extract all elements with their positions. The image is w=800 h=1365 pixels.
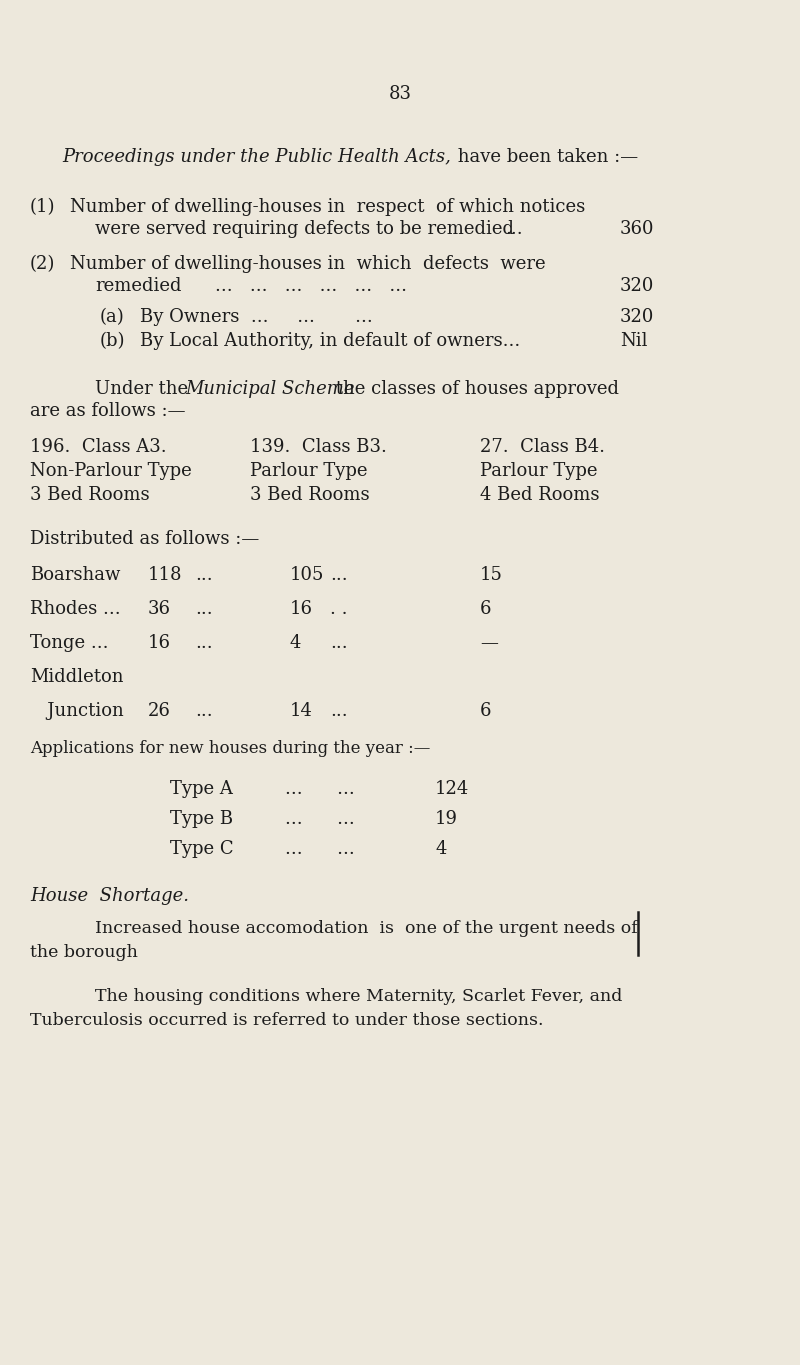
Text: were served requiring defects to be remedied: were served requiring defects to be reme…	[95, 220, 514, 238]
Text: 14: 14	[290, 702, 313, 719]
Text: Type A: Type A	[170, 779, 233, 799]
Text: (1): (1)	[30, 198, 55, 216]
Text: 15: 15	[480, 566, 503, 584]
Text: 3 Bed Rooms: 3 Bed Rooms	[30, 486, 150, 504]
Text: Increased house accomodation  is  one of the urgent needs of: Increased house accomodation is one of t…	[95, 920, 638, 936]
Text: Proceedings under the Public Health Acts,: Proceedings under the Public Health Acts…	[62, 147, 451, 167]
Text: 27.  Class B4.: 27. Class B4.	[480, 438, 605, 456]
Text: Parlour Type: Parlour Type	[480, 461, 598, 480]
Text: 196.  Class A3.: 196. Class A3.	[30, 438, 166, 456]
Text: By Local Authority, in default of owners...: By Local Authority, in default of owners…	[140, 332, 520, 349]
Text: 118: 118	[148, 566, 182, 584]
Text: Type B: Type B	[170, 809, 233, 829]
Text: 4: 4	[290, 633, 302, 652]
Text: (2): (2)	[30, 255, 55, 273]
Text: 124: 124	[435, 779, 470, 799]
Text: Number of dwelling-houses in  which  defects  were: Number of dwelling-houses in which defec…	[70, 255, 546, 273]
Text: The housing conditions where Maternity, Scarlet Fever, and: The housing conditions where Maternity, …	[95, 988, 622, 1005]
Text: ...: ...	[195, 702, 213, 719]
Text: 105: 105	[290, 566, 324, 584]
Text: By Owners  ...     ...       ...: By Owners ... ... ...	[140, 308, 373, 326]
Text: 139.  Class B3.: 139. Class B3.	[250, 438, 387, 456]
Text: ...: ...	[195, 601, 213, 618]
Text: 360: 360	[620, 220, 654, 238]
Text: Tuberculosis occurred is referred to under those sections.: Tuberculosis occurred is referred to und…	[30, 1011, 543, 1029]
Text: the classes of houses approved: the classes of houses approved	[330, 379, 619, 399]
Text: ...   ...   ...   ...   ...   ...: ... ... ... ... ... ...	[215, 277, 407, 295]
Text: (b): (b)	[100, 332, 126, 349]
Text: Tonge ...: Tonge ...	[30, 633, 109, 652]
Text: 36: 36	[148, 601, 171, 618]
Text: Parlour Type: Parlour Type	[250, 461, 367, 480]
Text: 320: 320	[620, 308, 654, 326]
Text: Under the: Under the	[95, 379, 194, 399]
Text: House  Shortage.: House Shortage.	[30, 887, 189, 905]
Text: 26: 26	[148, 702, 171, 719]
Text: 6: 6	[480, 702, 491, 719]
Text: ...: ...	[505, 220, 522, 238]
Text: Rhodes ...: Rhodes ...	[30, 601, 121, 618]
Text: ...: ...	[195, 566, 213, 584]
Text: Applications for new houses during the year :—: Applications for new houses during the y…	[30, 740, 430, 758]
Text: 320: 320	[620, 277, 654, 295]
Text: ...: ...	[330, 633, 348, 652]
Text: Non-Parlour Type: Non-Parlour Type	[30, 461, 192, 480]
Text: 16: 16	[290, 601, 313, 618]
Text: have been taken :—: have been taken :—	[452, 147, 638, 167]
Text: the borough: the borough	[30, 945, 138, 961]
Text: ...: ...	[195, 633, 213, 652]
Text: 19: 19	[435, 809, 458, 829]
Text: 83: 83	[389, 85, 411, 102]
Text: . .: . .	[330, 601, 347, 618]
Text: 4 Bed Rooms: 4 Bed Rooms	[480, 486, 599, 504]
Text: ...      ...: ... ...	[285, 839, 354, 859]
Text: Municipal Scheme: Municipal Scheme	[185, 379, 354, 399]
Text: Type C: Type C	[170, 839, 234, 859]
Text: Nil: Nil	[620, 332, 647, 349]
Text: remedied: remedied	[95, 277, 182, 295]
Text: Distributed as follows :—: Distributed as follows :—	[30, 530, 259, 547]
Text: 3 Bed Rooms: 3 Bed Rooms	[250, 486, 370, 504]
Text: Number of dwelling-houses in  respect  of which notices: Number of dwelling-houses in respect of …	[70, 198, 586, 216]
Text: ...: ...	[330, 566, 348, 584]
Text: —: —	[480, 633, 498, 652]
Text: Middleton: Middleton	[30, 667, 123, 687]
Text: Boarshaw: Boarshaw	[30, 566, 120, 584]
Text: (a): (a)	[100, 308, 125, 326]
Text: 6: 6	[480, 601, 491, 618]
Text: ...      ...: ... ...	[285, 809, 354, 829]
Text: 4: 4	[435, 839, 446, 859]
Text: Junction: Junction	[30, 702, 124, 719]
Text: 16: 16	[148, 633, 171, 652]
Text: ...: ...	[330, 702, 348, 719]
Text: ...      ...: ... ...	[285, 779, 354, 799]
Text: are as follows :—: are as follows :—	[30, 403, 186, 420]
